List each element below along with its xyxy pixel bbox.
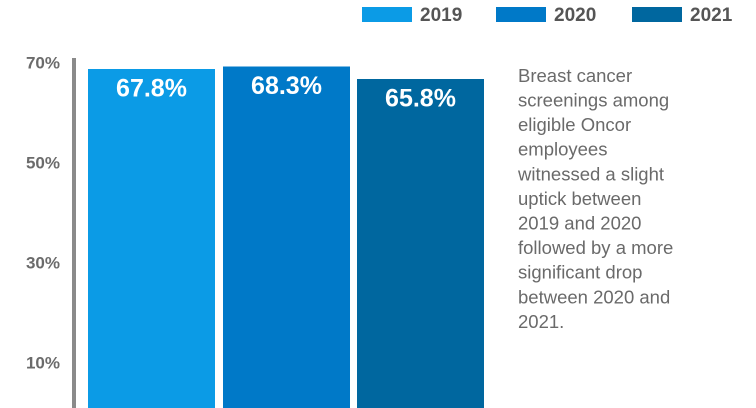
annotation-line: witnessed a slight bbox=[517, 163, 664, 184]
data-label: 67.8% bbox=[116, 75, 187, 103]
y-tick-label: 30% bbox=[26, 253, 60, 272]
legend-label: 2019 bbox=[420, 5, 462, 26]
annotation-line: screenings among bbox=[518, 89, 669, 110]
data-label: 65.8% bbox=[385, 85, 456, 113]
y-tick-label: 70% bbox=[26, 53, 60, 72]
annotation-line: between 2020 and bbox=[518, 286, 670, 307]
annotation-line: employees bbox=[518, 139, 607, 160]
legend-swatch bbox=[362, 7, 412, 22]
bar bbox=[357, 79, 484, 408]
annotation-line: 2021. bbox=[518, 311, 564, 332]
bar bbox=[88, 69, 215, 408]
legend-swatch bbox=[496, 7, 546, 22]
annotation-line: uptick between bbox=[518, 188, 641, 209]
annotation-line: eligible Oncor bbox=[518, 114, 631, 135]
annotation-line: Breast cancer bbox=[518, 65, 632, 86]
y-tick-label: 10% bbox=[26, 353, 60, 372]
legend-label: 2020 bbox=[554, 5, 596, 26]
annotation-line: followed by a more bbox=[518, 237, 673, 258]
y-tick-label: 50% bbox=[26, 153, 60, 172]
annotation-line: 2019 and 2020 bbox=[518, 212, 641, 233]
data-label: 68.3% bbox=[251, 72, 322, 100]
legend-label: 2021 bbox=[690, 5, 733, 26]
annotation-line: significant drop bbox=[518, 262, 642, 283]
bar bbox=[223, 66, 350, 408]
legend-swatch bbox=[632, 7, 682, 22]
